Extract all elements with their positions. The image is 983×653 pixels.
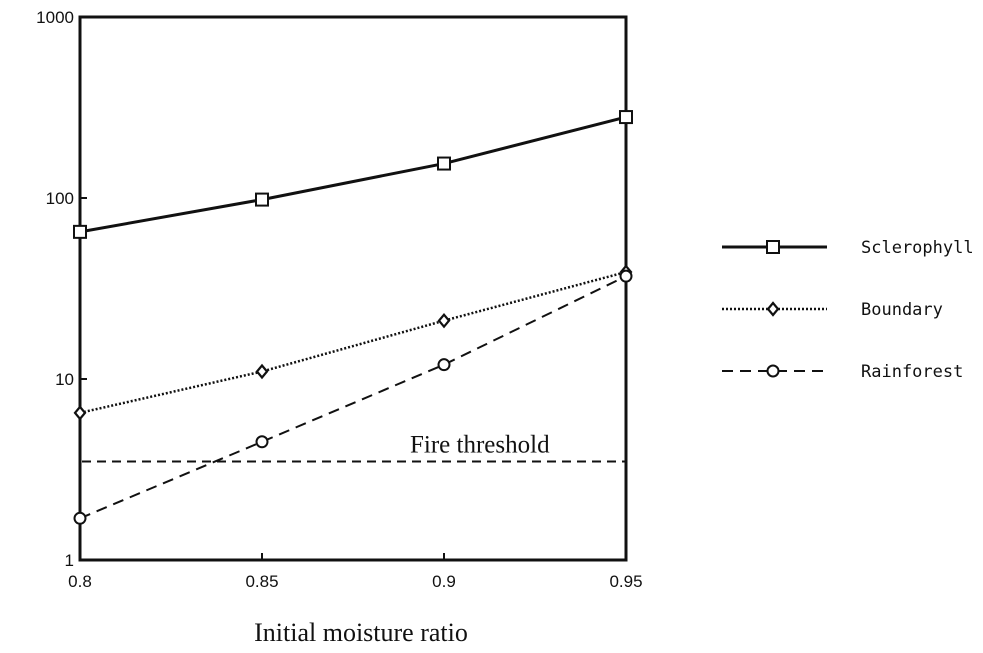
- plot-frame: [78, 15, 628, 562]
- legend-item-boundary: Boundary: [722, 300, 943, 320]
- y-tick-label: 1: [65, 551, 74, 570]
- x-tick-label: 0.85: [245, 572, 278, 591]
- legend-marker-rainforest: [766, 364, 780, 378]
- data-point-rainforest: [73, 511, 87, 525]
- legend-item-sclerophyll: Sclerophyll: [722, 238, 974, 258]
- legend-label: Rainforest: [861, 362, 963, 382]
- y-tick-label: 1000: [36, 8, 74, 27]
- x-axis-title: Initial moisture ratio: [254, 618, 468, 647]
- x-tick-label: 0.9: [432, 572, 456, 591]
- data-point-rainforest: [619, 269, 633, 283]
- fire-threshold-label: Fire threshold: [410, 432, 550, 459]
- series-sclerophyll: [73, 110, 633, 239]
- data-point-rainforest: [437, 358, 451, 372]
- legend: Sclerophyll Boundary Rainforest: [722, 238, 974, 382]
- data-point-sclerophyll: [437, 156, 451, 171]
- series-line-sclerophyll: [79, 115, 627, 234]
- series-line-boundary: [79, 270, 627, 415]
- data-point-sclerophyll: [73, 224, 87, 239]
- data-point-rainforest: [255, 435, 269, 449]
- y-tick-label: 10: [55, 370, 74, 389]
- legend-marker-sclerophyll: [766, 240, 780, 254]
- data-point-boundary: [73, 405, 87, 421]
- series-layer: [73, 110, 633, 525]
- series-line-rainforest: [79, 275, 627, 520]
- series-rainforest: [73, 269, 633, 525]
- legend-marker-boundary: [766, 301, 780, 317]
- x-tick-label: 0.8: [68, 572, 92, 591]
- data-point-boundary: [437, 312, 451, 329]
- legend-label: Sclerophyll: [861, 238, 974, 258]
- axis-ticks: 0.8 0.85 0.9 0.95 1 10 100 1000: [36, 8, 642, 591]
- fire-threshold: Fire threshold: [82, 432, 625, 463]
- data-point-sclerophyll: [255, 192, 269, 207]
- y-tick-label: 100: [46, 189, 74, 208]
- legend-label: Boundary: [861, 300, 943, 320]
- x-tick-label: 0.95: [609, 572, 642, 591]
- legend-item-rainforest: Rainforest: [722, 362, 963, 382]
- data-point-sclerophyll: [619, 110, 633, 125]
- data-point-boundary: [255, 363, 269, 380]
- series-boundary: [73, 264, 633, 421]
